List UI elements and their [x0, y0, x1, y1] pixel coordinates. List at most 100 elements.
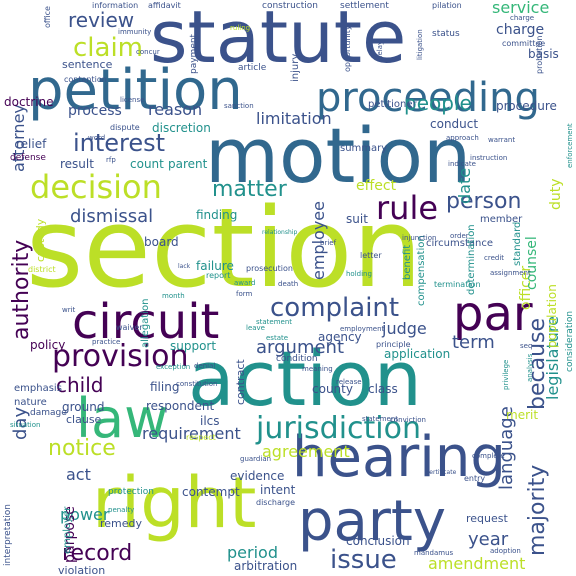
word-conclusion: conclusion [346, 534, 410, 548]
word-damage: damage [30, 408, 67, 418]
word-record: record [62, 541, 132, 566]
word-judge: judge [381, 319, 427, 338]
word-dismissal: dismissal [70, 206, 153, 227]
word-evidence: evidence [230, 469, 284, 483]
word-litigation: litigation [416, 29, 424, 60]
word-word: word [88, 134, 105, 142]
word-population: population [545, 284, 559, 348]
word-par: par [453, 286, 533, 342]
word-credit: credit [484, 254, 504, 262]
word-dispute: dispute [110, 123, 140, 132]
word-delay: delay [376, 41, 384, 60]
word-jurisdiction: jurisdiction [255, 411, 421, 446]
word-sanction: sanction [224, 102, 254, 110]
word-purpose: purpose [62, 506, 78, 563]
word-charge: charge [510, 14, 534, 22]
word-filing: filing [150, 380, 179, 394]
word-matter: matter [212, 177, 288, 202]
word-contract: contract [234, 359, 247, 405]
word-construction: construction [262, 1, 318, 11]
word-because: because [525, 318, 550, 410]
word-day: day [10, 407, 31, 440]
word-conduct: conduct [430, 117, 478, 131]
word-party: party [298, 489, 446, 554]
word-application: application [384, 347, 450, 361]
word-constitution: constitution [176, 380, 218, 388]
word-county: county [312, 382, 353, 396]
word-pilation: pilation [432, 1, 462, 10]
word-condition: condition [276, 354, 318, 364]
word-mandamus: mandamus [414, 549, 454, 557]
word-circuit: circuit [72, 294, 219, 350]
word-authority: authority [9, 240, 34, 340]
word-estate: estate [266, 334, 288, 342]
word-leave: leave [246, 324, 265, 332]
word-employee: employee [309, 201, 328, 280]
word-petitioner: petitioner [368, 99, 418, 110]
word-clause: clause [66, 413, 102, 426]
word-rfp: rfp [106, 156, 116, 164]
word-ground: ground [62, 400, 104, 414]
word-doctrine: doctrine [4, 95, 54, 109]
word-emphasis: emphasis [14, 383, 62, 394]
word-procedure: procedure [496, 99, 557, 113]
word-violation: violation [58, 564, 105, 576]
word-hearing: hearing [292, 425, 506, 490]
word-class: class [368, 382, 398, 396]
word-form: form [236, 290, 253, 298]
word-ilcs: ilcs [200, 414, 220, 428]
word-probation: probation [535, 36, 544, 74]
word-discharge: discharge [256, 498, 295, 507]
word-issue: issue [330, 545, 397, 575]
word-brief: brief [320, 239, 337, 247]
word-basis: basis [528, 47, 559, 61]
word-interpretation: interpretation [3, 504, 13, 566]
word-lack: lack [178, 263, 191, 270]
word-consideration: consideration [565, 311, 575, 372]
word-period: period [227, 543, 278, 562]
word-respect: respect [186, 433, 216, 442]
word-assignment: assignment [490, 269, 531, 277]
word-nature: nature [14, 397, 47, 408]
word-notice: notice [48, 436, 116, 461]
word-enforcement: enforcement [566, 123, 574, 168]
word-waiver: waiver [116, 323, 143, 332]
word-counsel: counsel [524, 236, 540, 290]
word-review: review [68, 8, 134, 32]
word-committee: committee [502, 39, 545, 48]
word-rule: rule [376, 189, 438, 227]
word-injury: injury [290, 54, 301, 82]
word-right: right [92, 462, 256, 544]
word-statement: statement [256, 318, 292, 326]
word-denial: denial [194, 362, 215, 370]
word-summary: summary [340, 143, 387, 154]
word-failure: failure [196, 259, 234, 273]
word-standard: standard [512, 222, 523, 266]
word-parent: parent [168, 157, 208, 171]
word-requirement: requirement [142, 424, 241, 443]
word-status: status [432, 29, 460, 39]
word-concur: concur [136, 48, 160, 56]
word-immunity: immunity [118, 28, 151, 36]
word-interest: interest [73, 129, 165, 157]
word-intent: intent [260, 483, 296, 497]
word-seq: seq [520, 342, 532, 350]
word-provision: provision [52, 339, 189, 374]
word-instruction: instruction [470, 154, 507, 162]
word-letter: letter [360, 251, 382, 260]
word-date: date [455, 168, 474, 204]
word-agency: agency [318, 330, 362, 344]
word-process: process [68, 103, 122, 119]
word-employer: employer [62, 506, 73, 554]
word-license: license [120, 96, 144, 104]
word-statement: statement [362, 415, 398, 423]
word-act: act [66, 465, 91, 484]
word-merit: merit [506, 408, 538, 422]
word-defense: defense [10, 153, 46, 163]
word-prosecution: prosecution [246, 264, 293, 273]
word-sentence: sentence [62, 58, 113, 71]
word-benefit: benefit [402, 245, 413, 280]
word-complete: complete [472, 452, 505, 460]
word-effect: effect [356, 178, 397, 194]
word-writ: writ [62, 306, 76, 314]
